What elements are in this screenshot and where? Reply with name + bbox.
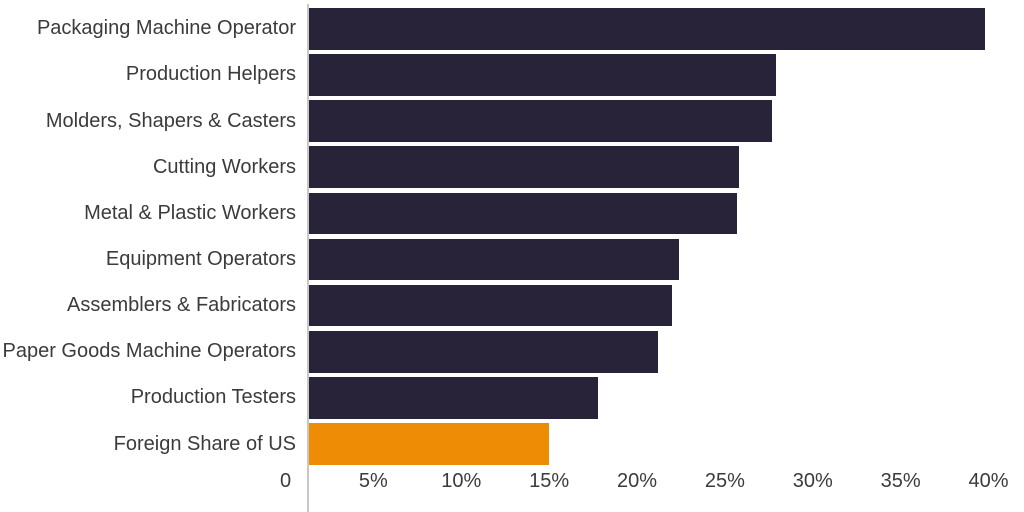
bar xyxy=(309,284,673,327)
category-label: Cutting Workers xyxy=(152,155,296,178)
x-tick-label: 10% xyxy=(441,470,482,492)
x-tick-label: 0 xyxy=(279,470,292,492)
category-label: Paper Goods Machine Operators xyxy=(2,340,297,363)
bar xyxy=(309,192,738,235)
x-tick-label: 35% xyxy=(880,470,921,492)
x-tick-label: 20% xyxy=(616,470,658,492)
x-tick-label: 40% xyxy=(968,470,1009,492)
bar xyxy=(309,146,739,188)
category-label: Foreign Share of US xyxy=(113,432,296,455)
category-label: Packaging Machine Operator xyxy=(36,17,296,40)
bar xyxy=(309,100,773,142)
bar xyxy=(309,8,985,50)
category-label: Production Helpers xyxy=(125,63,296,86)
category-label: Assemblers & Fabricators xyxy=(67,294,296,317)
x-tick-label: 5% xyxy=(358,470,388,492)
bar xyxy=(309,331,659,373)
y-axis-line xyxy=(307,4,309,512)
bar-highlight xyxy=(309,423,550,465)
category-label: Equipment Operators xyxy=(105,248,296,270)
bar xyxy=(309,377,599,419)
x-tick-label: 15% xyxy=(529,470,570,492)
category-label: Production Testers xyxy=(130,386,296,409)
category-label: Molders, Shapers & Casters xyxy=(45,109,296,132)
category-label: Metal & Plastic Workers xyxy=(84,201,296,224)
bar xyxy=(309,54,776,96)
bar xyxy=(309,238,680,281)
x-tick-label: 30% xyxy=(792,470,833,492)
x-tick-label: 25% xyxy=(704,470,745,492)
